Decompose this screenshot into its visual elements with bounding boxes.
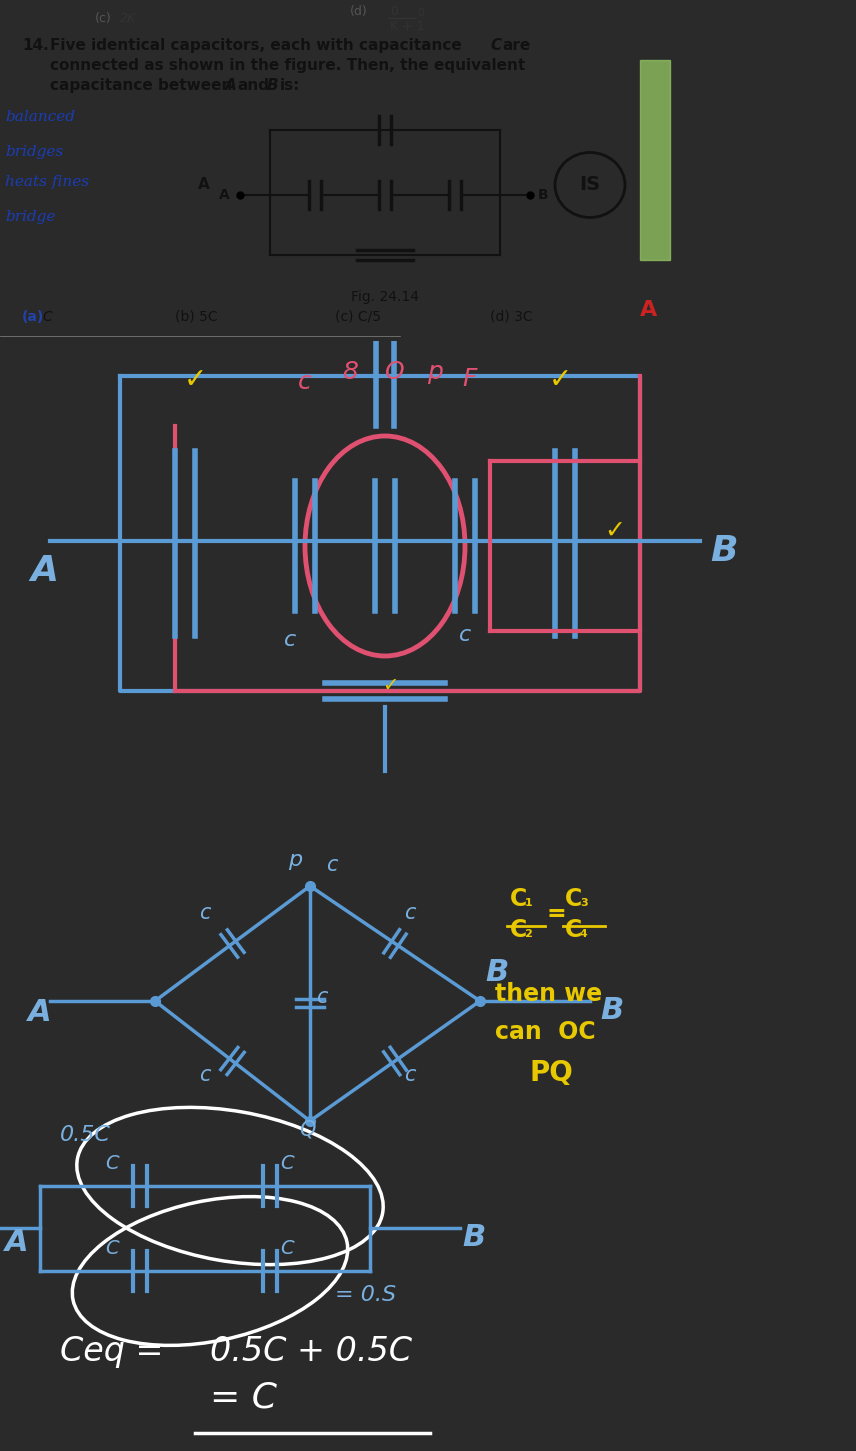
Text: C: C [280, 1239, 294, 1258]
Text: O: O [385, 360, 405, 385]
Text: C: C [42, 311, 51, 324]
Text: heats fines: heats fines [5, 176, 89, 189]
Text: 0: 0 [417, 9, 424, 17]
Text: B: B [600, 995, 623, 1024]
Text: are: are [502, 38, 530, 54]
Text: ✓: ✓ [604, 519, 626, 543]
Text: 0.5C + 0.5C: 0.5C + 0.5C [210, 1335, 412, 1368]
Text: (b) 5C: (b) 5C [175, 311, 217, 324]
Text: A: A [5, 1228, 28, 1257]
Text: = 0.S: = 0.S [335, 1286, 396, 1304]
Text: connected as shown in the figure. Then, the equivalent: connected as shown in the figure. Then, … [50, 58, 526, 73]
Text: c: c [326, 855, 338, 875]
Text: ₄: ₄ [580, 923, 588, 942]
Text: capacitance between: capacitance between [50, 78, 232, 93]
Text: (c): (c) [95, 12, 112, 25]
Text: Q: Q [299, 1120, 315, 1140]
Text: ₁: ₁ [525, 892, 533, 910]
Text: (d): (d) [350, 4, 368, 17]
Text: IS: IS [580, 176, 601, 194]
Text: C: C [105, 1239, 119, 1258]
Text: c: c [316, 987, 328, 1007]
Text: and: and [237, 78, 269, 93]
Text: C: C [280, 1154, 294, 1172]
Text: 2K: 2K [120, 12, 136, 25]
Text: A: A [198, 177, 210, 193]
Text: C: C [510, 887, 527, 911]
Text: ✓: ✓ [183, 366, 206, 395]
Text: c: c [404, 1065, 416, 1085]
Text: PQ: PQ [530, 1059, 574, 1087]
Text: balanced: balanced [5, 110, 75, 123]
Text: A: A [219, 189, 230, 202]
Text: Five identical capacitors, each with capacitance: Five identical capacitors, each with cap… [50, 38, 461, 54]
Text: ₃: ₃ [580, 892, 588, 910]
Text: bridge: bridge [5, 210, 56, 223]
Text: Ceq =: Ceq = [60, 1335, 163, 1368]
Text: ✓: ✓ [549, 366, 572, 395]
Text: C: C [565, 887, 582, 911]
Text: A: A [30, 554, 58, 588]
Text: c: c [284, 630, 296, 650]
Text: B: B [485, 958, 508, 987]
Text: ₂: ₂ [525, 923, 533, 942]
Text: A: A [640, 300, 657, 321]
Text: 14.: 14. [22, 38, 49, 54]
Text: 0: 0 [390, 4, 398, 17]
Text: (a): (a) [22, 311, 45, 324]
Text: (d) 3C: (d) 3C [490, 311, 532, 324]
Text: C: C [105, 1154, 119, 1172]
Text: F: F [463, 367, 477, 390]
Text: B: B [267, 78, 278, 93]
Text: bridges: bridges [5, 145, 63, 160]
Text: is:: is: [280, 78, 300, 93]
Text: C: C [510, 918, 527, 942]
Text: 8: 8 [342, 360, 358, 385]
Text: = C: = C [210, 1381, 277, 1415]
Text: B: B [462, 1223, 485, 1252]
Text: p: p [288, 850, 302, 871]
Text: c: c [298, 370, 312, 395]
Text: c: c [404, 903, 416, 923]
Text: 0.5C: 0.5C [60, 1125, 111, 1145]
Text: can  OC: can OC [495, 1020, 596, 1043]
Text: C: C [490, 38, 502, 54]
Text: A: A [28, 998, 51, 1027]
Text: B: B [710, 534, 738, 567]
Text: =: = [547, 903, 567, 926]
Text: K + 1: K + 1 [390, 20, 425, 33]
Text: B: B [538, 189, 549, 202]
Text: A: A [225, 78, 237, 93]
Text: C: C [565, 918, 582, 942]
Text: then we: then we [495, 982, 602, 1006]
Text: c: c [459, 625, 471, 646]
Text: Fig. 24.14: Fig. 24.14 [351, 290, 419, 305]
Text: c: c [199, 1065, 211, 1085]
Text: ✓: ✓ [382, 676, 398, 695]
Text: p: p [427, 360, 443, 385]
Bar [640, 59, 670, 260]
Text: (c) C/5: (c) C/5 [335, 311, 381, 324]
Text: c: c [199, 903, 211, 923]
